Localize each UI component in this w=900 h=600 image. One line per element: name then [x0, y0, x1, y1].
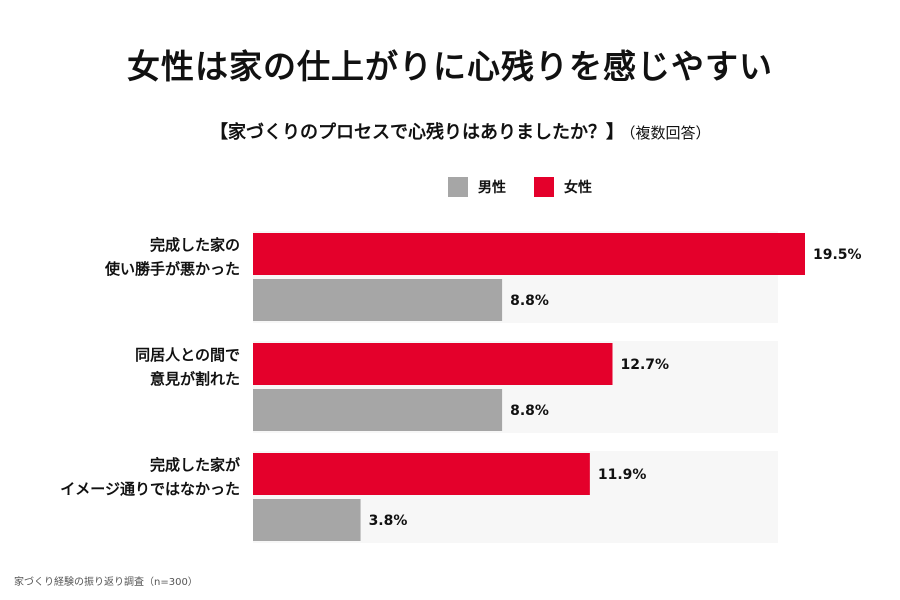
- legend-item-male: 男性: [448, 177, 506, 197]
- legend-swatch-female: [534, 177, 554, 197]
- category-label-line: 意見が割れた: [150, 370, 240, 388]
- value-label-male-1: 8.8%: [510, 293, 549, 309]
- legend-item-female: 女性: [534, 177, 592, 197]
- category-label-line: 完成した家が: [150, 456, 241, 474]
- question-heading: 【家づくりのプロセスで心残りはありましたか？】 （複数回答）: [210, 118, 850, 144]
- value-label-female-1: 19.5%: [813, 247, 862, 263]
- category-label-line: イメージ通りではなかった: [60, 480, 240, 498]
- chart-legend: 男性 女性: [448, 175, 612, 199]
- value-label-female-2: 12.7%: [621, 357, 670, 373]
- bar-female-2: [253, 343, 613, 385]
- value-label-male-2: 8.8%: [510, 403, 549, 419]
- value-label-male-3: 3.8%: [369, 513, 408, 529]
- value-label-female-3: 11.9%: [598, 467, 647, 483]
- legend-swatch-male: [448, 177, 468, 197]
- category-label-line: 完成した家の: [150, 236, 240, 254]
- bar-female-3: [253, 453, 590, 495]
- legend-label-male: 男性: [478, 180, 506, 196]
- bar-female-1: [253, 233, 805, 275]
- category-label-2: 同居人との間で意見が割れた: [135, 346, 240, 388]
- category-label-line: 同居人との間で: [135, 346, 240, 364]
- category-label-1: 完成した家の使い勝手が悪かった: [104, 236, 240, 278]
- question-text: 【家づくりのプロセスで心残りはありましたか？】: [210, 122, 624, 143]
- legend-label-female: 女性: [564, 180, 592, 196]
- category-label-line: 使い勝手が悪かった: [104, 260, 240, 278]
- bar-male-1: [253, 279, 503, 321]
- question-note: （複数回答）: [628, 124, 711, 142]
- bar-male-2: [253, 389, 503, 431]
- category-label-3: 完成した家がイメージ通りではなかった: [60, 456, 241, 498]
- chart-title: 女性は家の仕上がりに心残りを感じやすい: [127, 47, 773, 86]
- bar-male-3: [253, 499, 361, 541]
- footnote: 家づくり経験の振り返り調査（n=300）: [14, 577, 198, 588]
